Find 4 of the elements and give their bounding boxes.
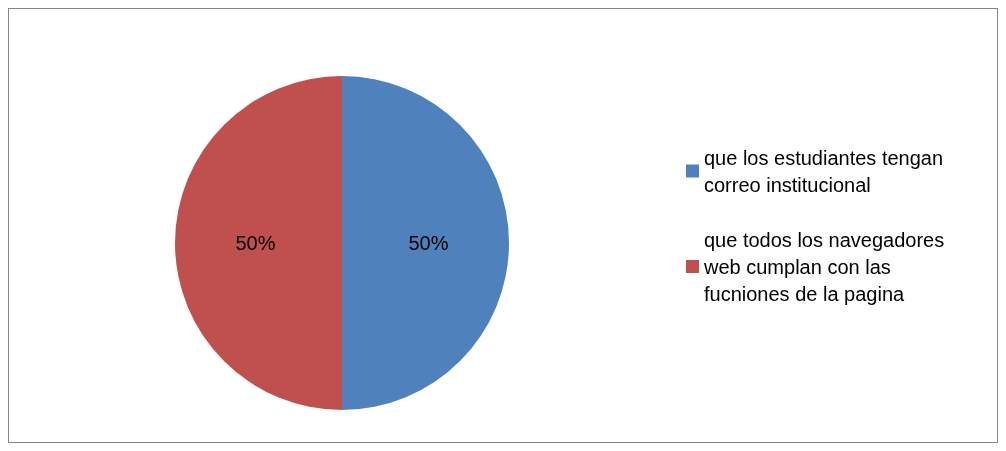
data-label: 50% <box>235 232 276 254</box>
data-label: 50% <box>408 232 449 254</box>
legend-label: que todos los navegadores web cumplan con las fucniones de la pagina <box>703 228 950 305</box>
legend-label: que los estudiantes tengan correo institucional <box>704 146 949 196</box>
